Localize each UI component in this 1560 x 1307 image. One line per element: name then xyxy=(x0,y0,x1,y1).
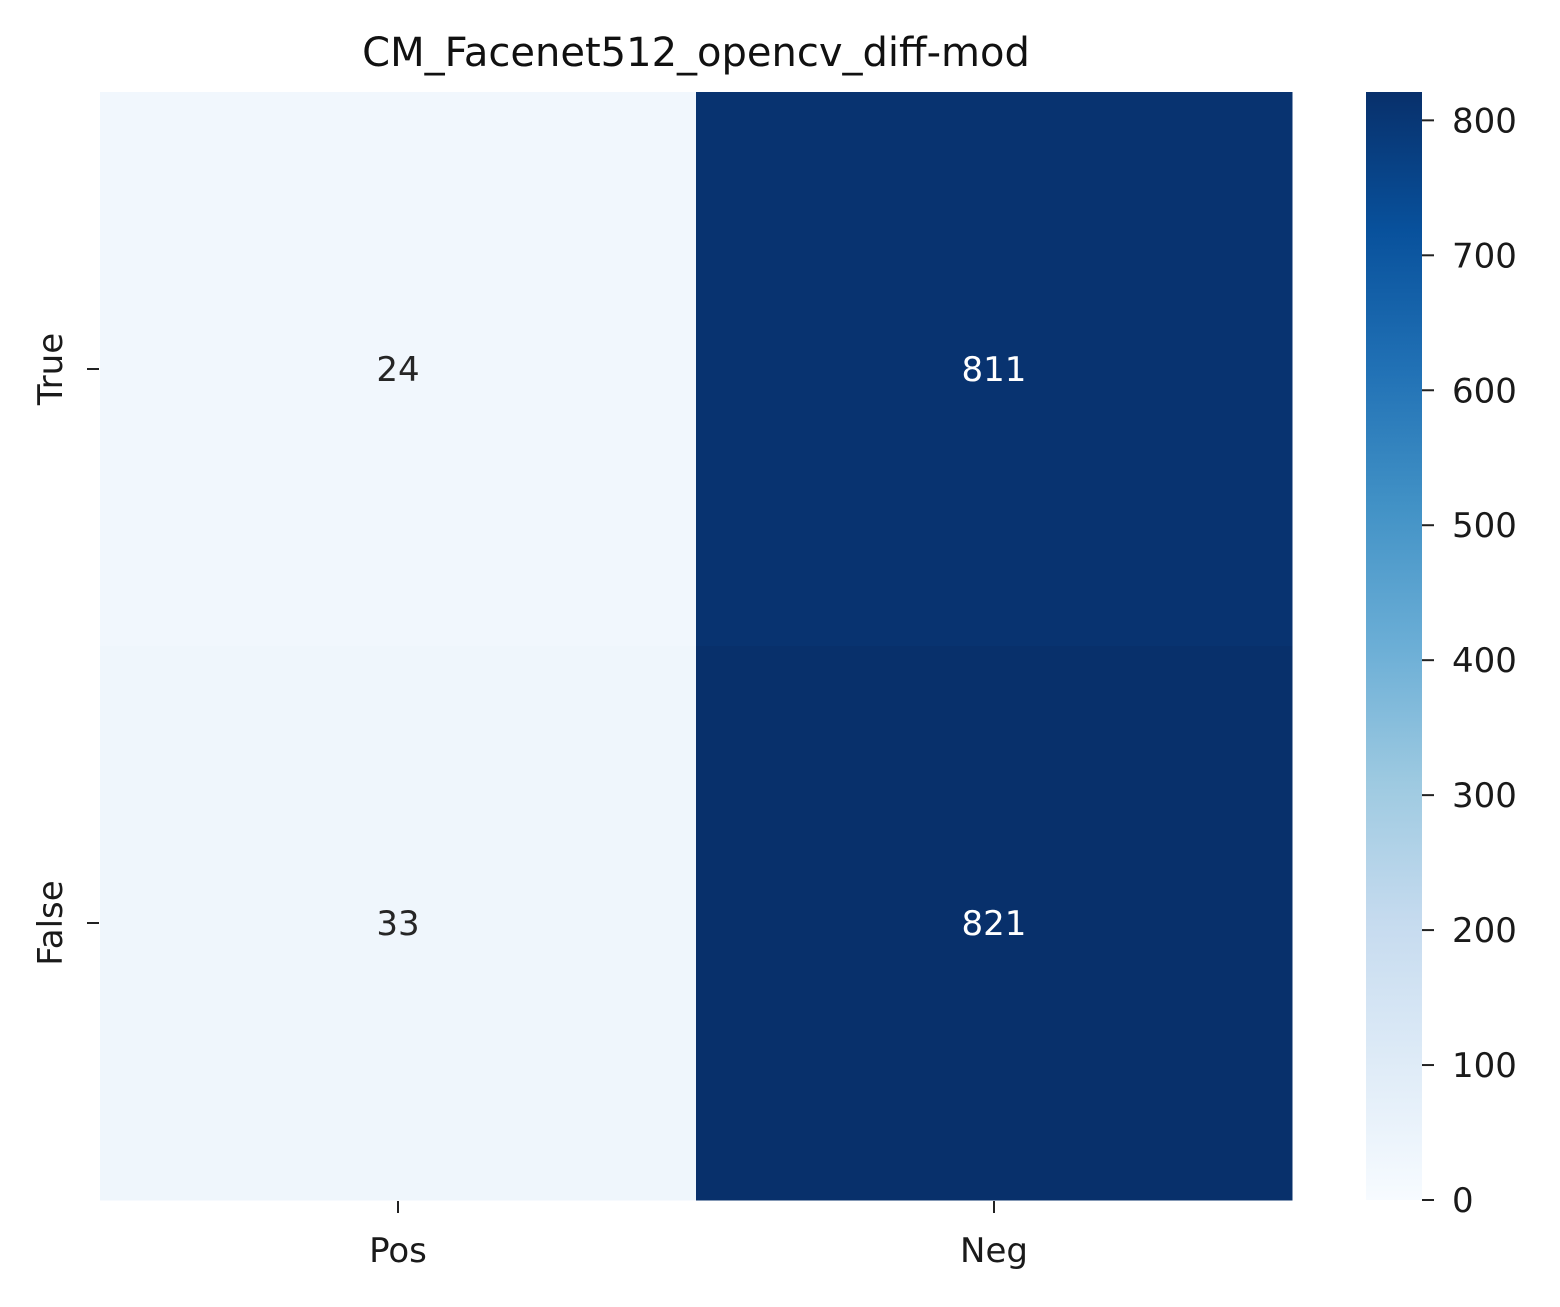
colorbar-ticks: 0 100 200 300 400 500 600 700 800 xyxy=(1422,101,1517,1221)
heatmap-cell-labels: 24 811 33 821 xyxy=(376,350,1026,944)
x-axis: Pos Neg xyxy=(369,1201,1028,1271)
colorbar-tick-label: 800 xyxy=(1452,101,1517,141)
y-axis: True False xyxy=(31,333,99,966)
cell-value-label: 24 xyxy=(376,350,419,390)
heatmap-cell xyxy=(696,92,1293,647)
colorbar-tick-label: 0 xyxy=(1452,1181,1474,1221)
colorbar-gradient xyxy=(1366,92,1422,1200)
colorbar-tick-label: 100 xyxy=(1452,1046,1517,1086)
colorbar-tick-label: 300 xyxy=(1452,776,1517,816)
colorbar-tick-label: 400 xyxy=(1452,641,1517,681)
heatmap-cell xyxy=(100,646,697,1201)
heatmap-cell xyxy=(696,646,1293,1201)
colorbar-tick-label: 200 xyxy=(1452,911,1517,951)
cell-value-label: 811 xyxy=(962,350,1027,390)
colorbar-tick-label: 600 xyxy=(1452,371,1517,411)
x-tick-label: Pos xyxy=(369,1231,427,1271)
y-tick-label: False xyxy=(31,880,71,965)
colorbar: 0 100 200 300 400 500 600 700 800 xyxy=(1366,92,1517,1221)
colorbar-tick-label: 500 xyxy=(1452,506,1517,546)
heatmap-cell xyxy=(100,92,697,647)
colorbar-tick-label: 700 xyxy=(1452,236,1517,276)
x-tick-label: Neg xyxy=(960,1231,1028,1271)
cell-value-label: 33 xyxy=(376,904,419,944)
heatmap-cells xyxy=(100,92,1293,1201)
cell-value-label: 821 xyxy=(962,904,1027,944)
chart-title: CM_Facenet512_opencv_diff-mod xyxy=(362,30,1030,76)
y-tick-label: True xyxy=(31,333,71,406)
